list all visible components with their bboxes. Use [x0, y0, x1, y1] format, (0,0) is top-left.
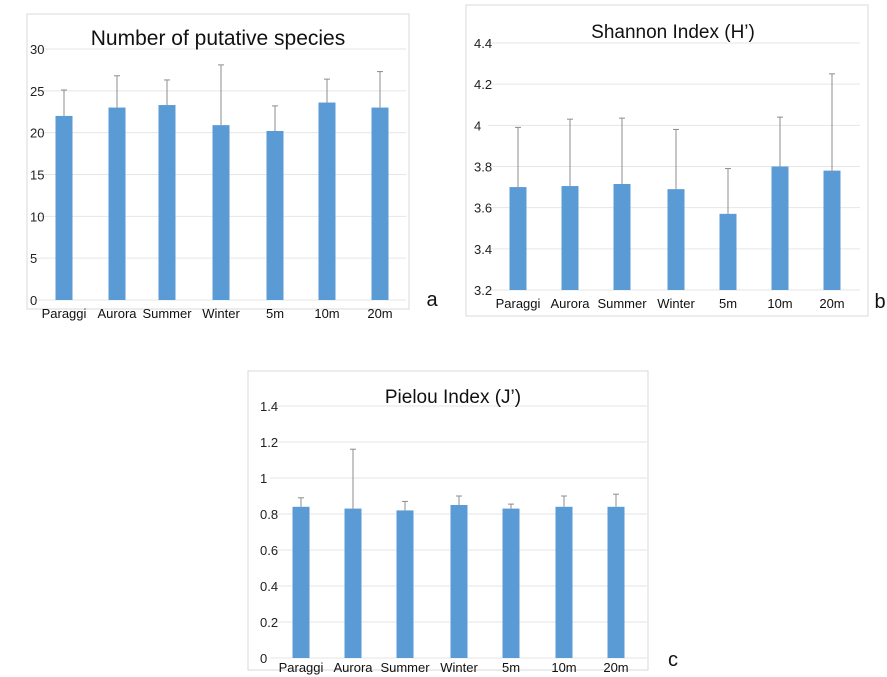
category-label-20m: 20m: [819, 296, 844, 311]
y-tick-label: 4: [474, 118, 481, 133]
y-tick-label: 30: [30, 42, 44, 57]
bar-Paraggi: [292, 506, 310, 658]
chart-frame: [247, 370, 649, 671]
bar-5m: [266, 130, 284, 300]
category-label-Aurora: Aurora: [97, 306, 137, 321]
category-label-20m: 20m: [603, 660, 628, 675]
category-label-5m: 5m: [502, 660, 520, 675]
category-label-Winter: Winter: [202, 306, 240, 321]
bar-Winter: [667, 189, 685, 290]
chart-panel-a: 0 5 10 15 20 25 30 Number of putative species Pa…: [26, 13, 438, 321]
category-label-Paraggi: Paraggi: [42, 306, 87, 321]
y-tick-label: 1.4: [260, 399, 278, 414]
category-label-5m: 5m: [719, 296, 737, 311]
y-tick-label: 0.4: [260, 579, 278, 594]
y-tick-label: 3.2: [474, 283, 492, 298]
category-label-Summer: Summer: [380, 660, 430, 675]
panel-label: b: [874, 291, 885, 313]
bar-Paraggi: [55, 115, 73, 300]
category-label-Paraggi: Paraggi: [496, 296, 541, 311]
y-tick-label: 3.6: [474, 201, 492, 216]
bar-5m: [502, 508, 520, 658]
y-tick-label: 20: [30, 126, 44, 141]
category-label-Paraggi: Paraggi: [279, 660, 324, 675]
category-label-Winter: Winter: [657, 296, 695, 311]
y-tick-label: 4.4: [474, 36, 492, 51]
y-tick-label: 0.8: [260, 507, 278, 522]
bar-Winter: [212, 125, 230, 301]
bar-20m: [607, 506, 625, 658]
bar-Summer: [613, 183, 631, 290]
bar-10m: [555, 506, 573, 658]
category-label-5m: 5m: [266, 306, 284, 321]
category-label-10m: 10m: [767, 296, 792, 311]
category-label-20m: 20m: [367, 306, 392, 321]
chart-title: Pielou Index (J’): [385, 387, 521, 408]
bar-Aurora: [108, 107, 126, 300]
chart-panel-c: 0 0.2 0.4 0.6 0.8 1 1.2 1.4 Pielou Index (J’) Par…: [247, 370, 678, 675]
y-tick-label: 0: [260, 651, 267, 666]
panel-label: c: [668, 649, 678, 671]
bar-20m: [371, 107, 389, 300]
bar-10m: [318, 102, 336, 301]
bar-20m: [823, 170, 841, 290]
bar-Aurora: [561, 186, 579, 290]
category-label-Winter: Winter: [440, 660, 478, 675]
chart-title: Number of putative species: [91, 27, 345, 50]
bar-10m: [771, 166, 789, 290]
y-tick-label: 1: [260, 471, 267, 486]
bar-Paraggi: [509, 187, 527, 290]
chart-frame: [465, 4, 869, 317]
y-tick-label: 0.6: [260, 543, 278, 558]
bar-Aurora: [344, 508, 362, 658]
y-tick-label: 10: [30, 209, 44, 224]
y-tick-label: 4.2: [474, 77, 492, 92]
y-tick-label: 0.2: [260, 615, 278, 630]
category-label-Aurora: Aurora: [333, 660, 373, 675]
y-tick-label: 15: [30, 168, 44, 183]
bar-Summer: [158, 105, 176, 300]
y-tick-label: 25: [30, 84, 44, 99]
category-label-10m: 10m: [314, 306, 339, 321]
y-tick-label: 3.4: [474, 242, 492, 257]
bar-Winter: [450, 505, 468, 658]
chart-title: Shannon Index (H’): [591, 22, 755, 43]
category-label-Aurora: Aurora: [550, 296, 590, 311]
chart-panel-b: 3.2 3.4 3.6 3.8 4 4.2 4.4 Shannon Index (H’) Par…: [465, 4, 886, 317]
category-label-10m: 10m: [551, 660, 576, 675]
y-tick-label: 5: [30, 251, 37, 266]
category-label-Summer: Summer: [597, 296, 647, 311]
category-label-Summer: Summer: [142, 306, 192, 321]
panel-label: a: [426, 289, 438, 311]
y-tick-label: 3.8: [474, 160, 492, 175]
bar-5m: [719, 213, 737, 290]
y-tick-label: 0: [30, 293, 37, 308]
y-tick-label: 1.2: [260, 435, 278, 450]
bar-Summer: [396, 510, 414, 658]
